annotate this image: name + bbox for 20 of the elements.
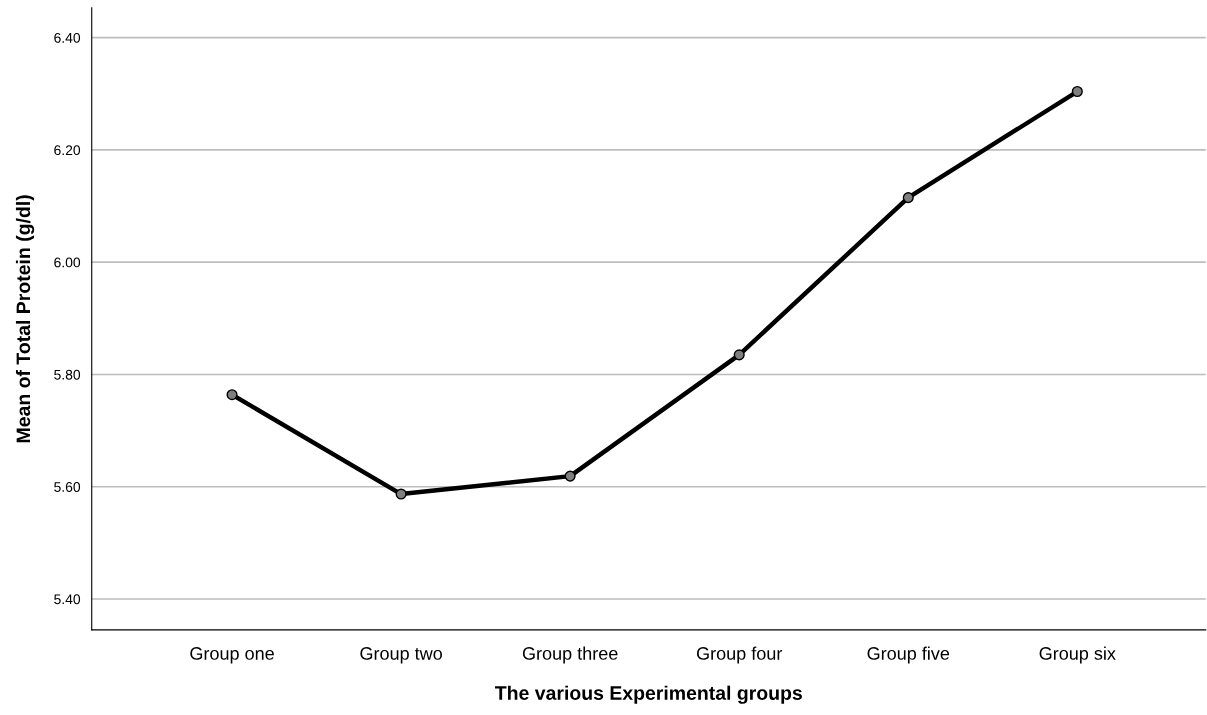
x-tick-label: Group one bbox=[190, 647, 274, 664]
point bbox=[902, 192, 914, 204]
x-tick-label: Group three bbox=[522, 646, 618, 664]
y-tick-label: 5.60 bbox=[54, 482, 81, 492]
y-tick-label: 6.20 bbox=[54, 145, 81, 156]
point bbox=[395, 488, 407, 500]
y-tick-label: 6.40 bbox=[54, 32, 81, 43]
x-tick-label: Group two bbox=[360, 647, 442, 664]
y-tick-label: 5.80 bbox=[54, 369, 81, 380]
x-tick-label: Group six bbox=[1039, 646, 1116, 664]
point bbox=[226, 389, 238, 401]
x-tick-label: Group four bbox=[696, 646, 783, 664]
y-tick-label: 6.00 bbox=[54, 257, 81, 268]
point bbox=[1071, 85, 1083, 98]
x-tick-label: Group five bbox=[867, 646, 950, 664]
point bbox=[733, 349, 745, 361]
y-tick-label: 5.40 bbox=[54, 594, 81, 605]
x-axis-title: The various Experimental groups bbox=[495, 685, 802, 704]
y-axis-title: Mean of Total Protein (g/dl) bbox=[15, 195, 35, 443]
point bbox=[564, 470, 576, 482]
